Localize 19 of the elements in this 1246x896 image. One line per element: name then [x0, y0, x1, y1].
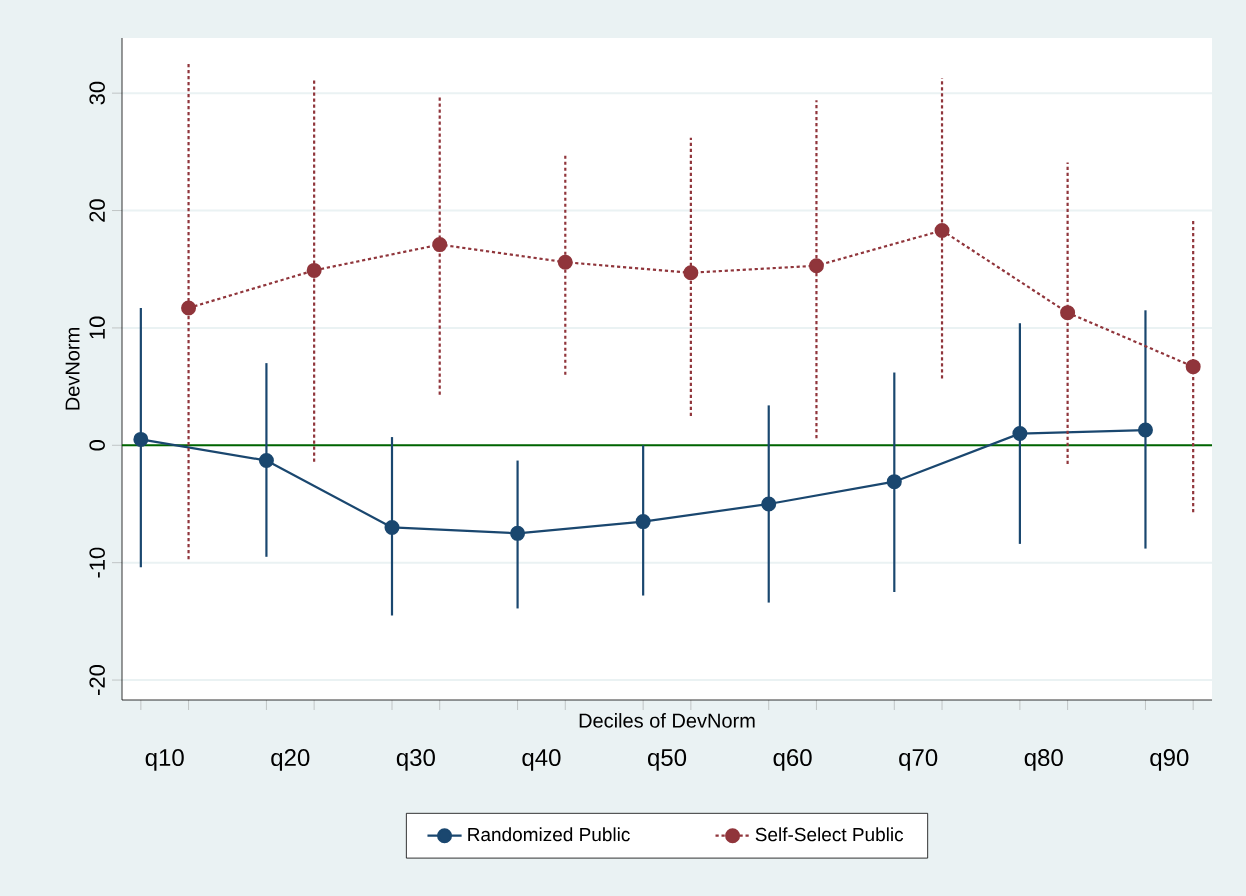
legend-label: Self-Select Public	[755, 827, 904, 842]
x-tick-label: q20	[271, 749, 310, 771]
x-tick-label: q30	[396, 749, 435, 771]
x-tick-label: q40	[522, 749, 561, 771]
x-tick-label: q90	[1150, 749, 1189, 771]
x-tick-label: q60	[773, 749, 812, 771]
y-tick-label: -10	[89, 547, 105, 578]
x-tick-label: q50	[648, 749, 687, 771]
x-tick-label: q70	[899, 749, 938, 771]
y-tick-label: 20	[89, 199, 105, 222]
y-tick-label: 30	[89, 81, 105, 105]
y-axis-title: DevNorm	[65, 328, 80, 410]
x-tick-label: q10	[145, 749, 184, 771]
y-tick-label: 10	[89, 316, 105, 339]
x-axis-title: Deciles of DevNorm	[579, 713, 755, 728]
x-tick-label: q80	[1024, 749, 1063, 771]
y-tick-label: 0	[89, 440, 105, 451]
y-tick-label: -20	[89, 665, 105, 695]
legend-label: Randomized Public	[468, 827, 630, 842]
